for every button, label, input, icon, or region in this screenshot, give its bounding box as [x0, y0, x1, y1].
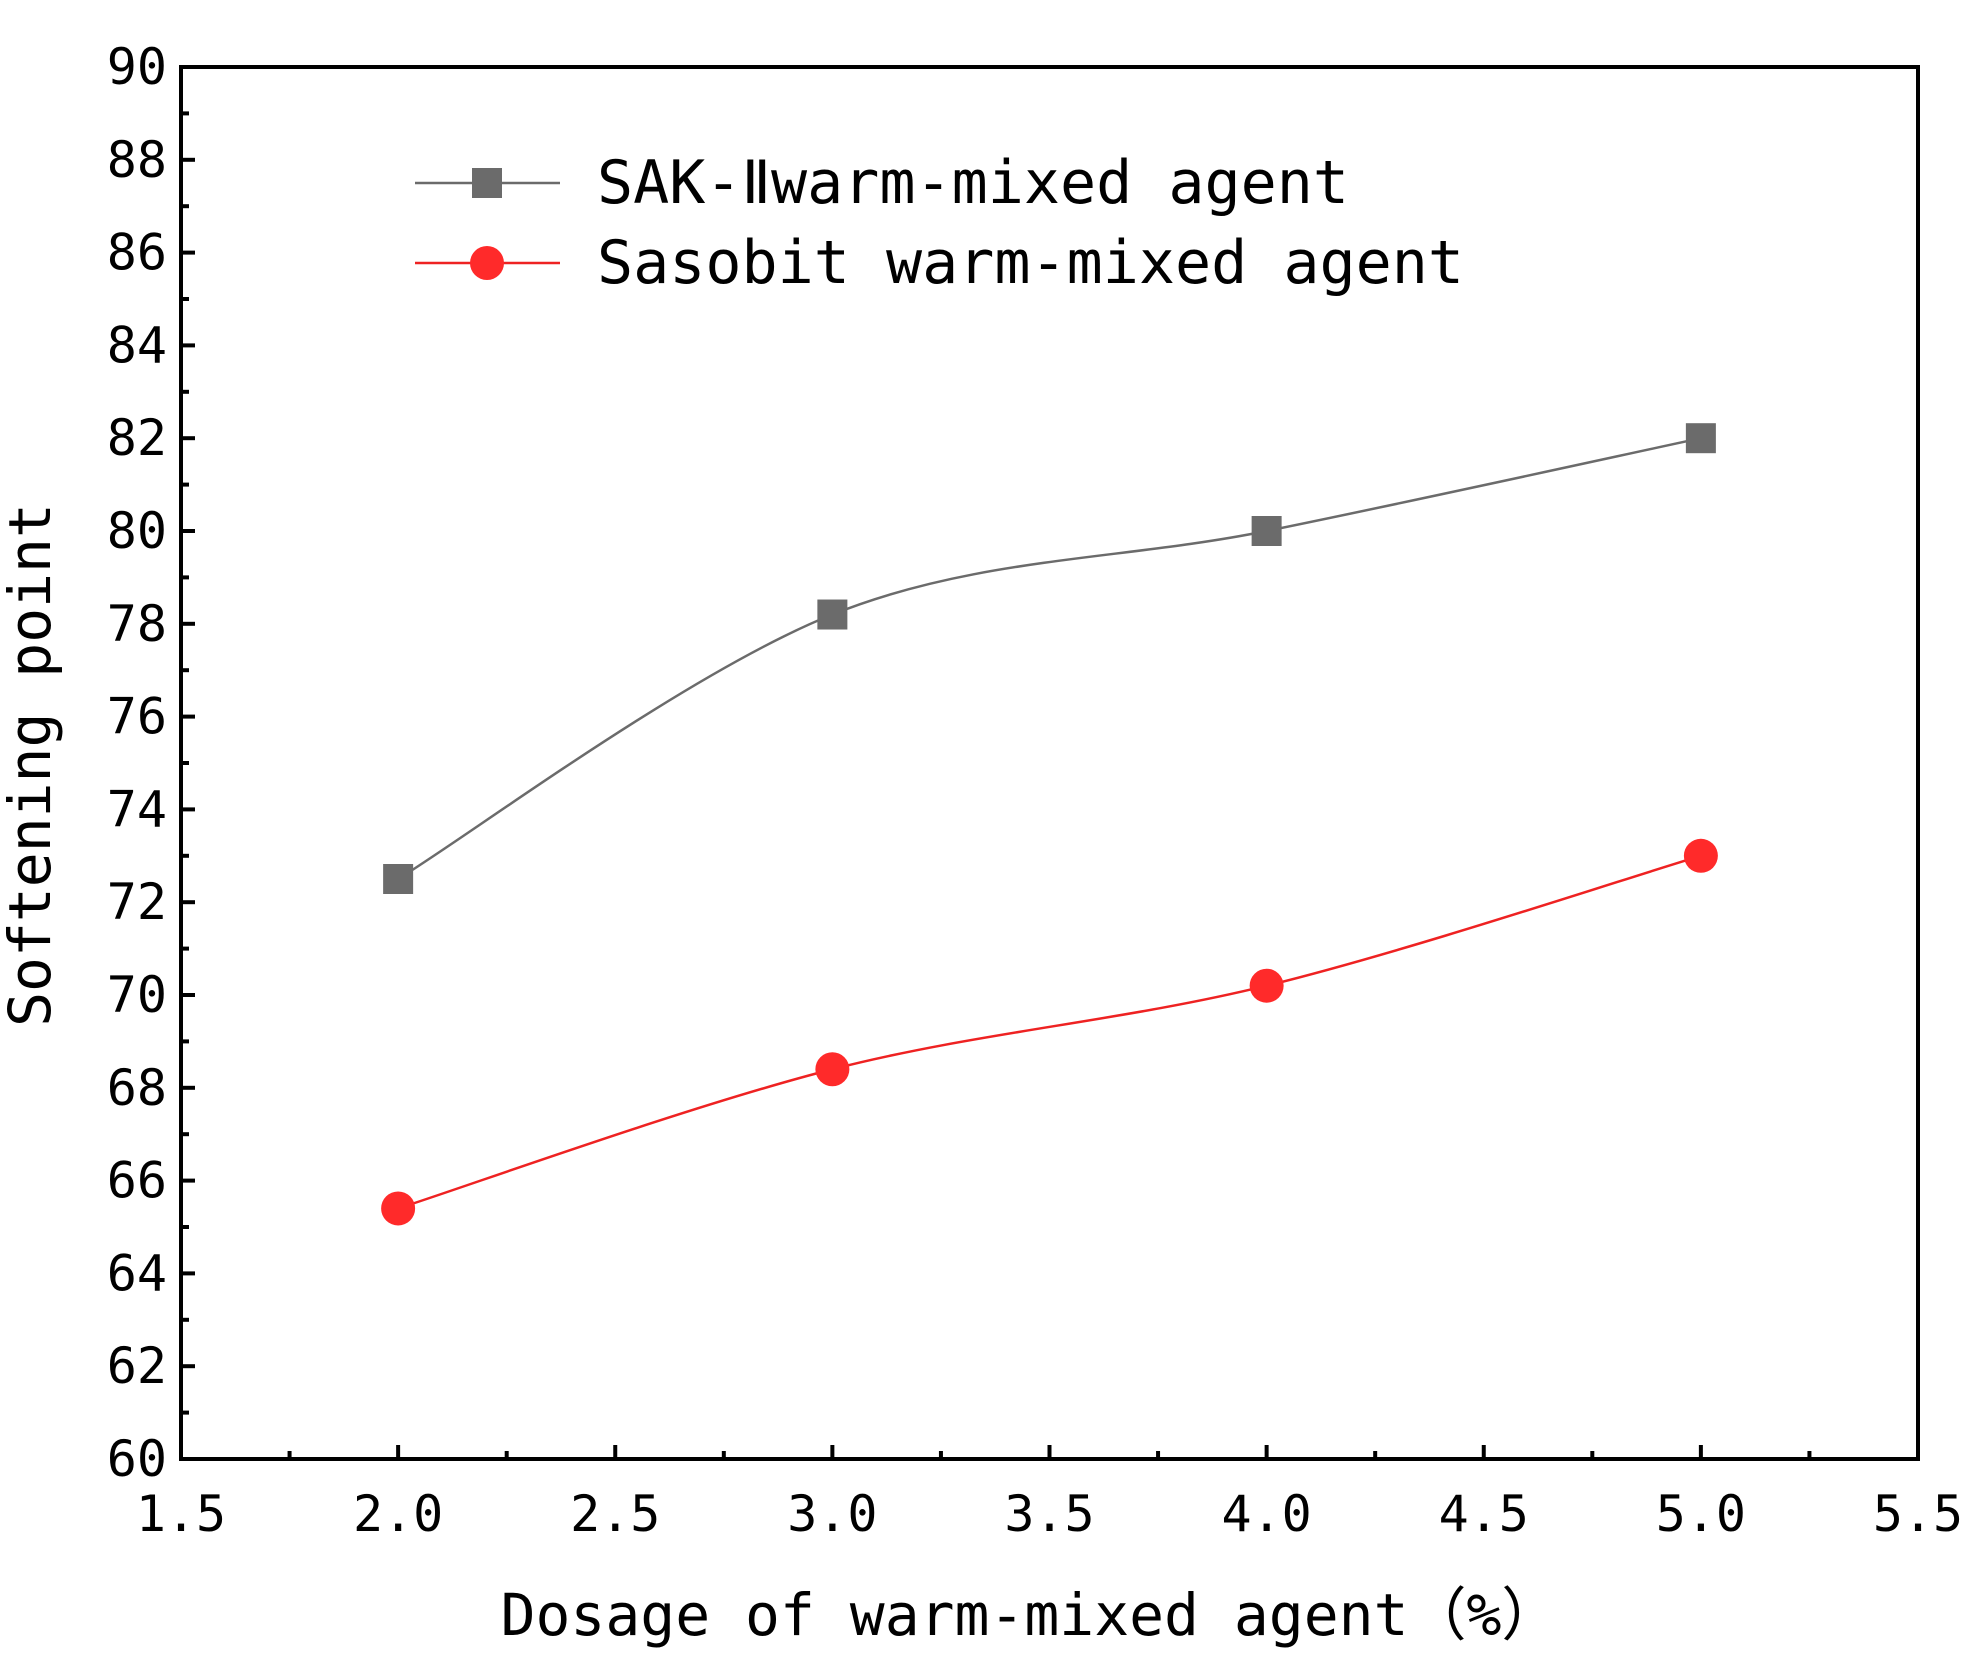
y-tick-label: 70 [107, 966, 167, 1024]
x-tick-label: 5.0 [1656, 1485, 1746, 1543]
x-tick-label: 4.0 [1221, 1485, 1311, 1543]
y-tick-label: 82 [107, 409, 167, 467]
y-tick-label: 88 [107, 131, 167, 189]
y-tick-label: 86 [107, 224, 167, 282]
y-tick-label: 90 [107, 38, 167, 96]
x-tick-label: 2.0 [353, 1485, 443, 1543]
x-tick-label: 2.5 [570, 1485, 660, 1543]
y-axis-title: Softening point [0, 503, 64, 1027]
series-line-2 [397, 854, 1702, 1210]
y-tick-label: 66 [107, 1152, 167, 1210]
legend: SAK-Ⅱwarm-mixed agent Sasobit warm-mixed … [415, 148, 1464, 298]
legend-label-2: Sasobit warm-mixed agent [597, 228, 1464, 298]
data-point-series-2 [815, 1052, 850, 1087]
x-tick-label: 4.5 [1439, 1485, 1529, 1543]
data-point-series-1 [817, 599, 848, 630]
data-point-series-1 [1251, 516, 1282, 546]
axis-layer: 1.5 2.0 2.5 3.0 3.5 4.0 4.5 5.0 5.5 60 62 64 66 68 70 7… [107, 38, 1963, 1543]
x-axis-title: Dosage of warm-mixed agent（%） [501, 1581, 1560, 1649]
y-tick-label: 74 [107, 780, 167, 838]
y-tick-label: 60 [107, 1430, 167, 1488]
x-tick-label: 1.5 [136, 1485, 226, 1543]
data-point-series-1 [1685, 423, 1716, 454]
series-line-1 [397, 436, 1702, 881]
data-point-series-2 [1249, 968, 1284, 1003]
legend-label-1: SAK-Ⅱwarm-mixed agent [597, 148, 1349, 218]
data-point-series-2 [1683, 838, 1718, 873]
y-tick-label: 68 [107, 1059, 167, 1117]
x-tick-label: 5.5 [1873, 1485, 1963, 1543]
data-point-series-2 [381, 1191, 416, 1226]
legend-marker-2 [470, 246, 504, 280]
y-tick-label: 84 [107, 316, 167, 374]
y-tick-label: 64 [107, 1244, 167, 1302]
y-tick-label: 72 [107, 873, 167, 931]
y-tick-label: 80 [107, 502, 167, 560]
data-point-series-1 [383, 864, 414, 894]
legend-marker-1 [472, 168, 502, 198]
x-tick-label: 3.0 [787, 1485, 877, 1543]
y-tick-label: 78 [107, 595, 167, 653]
x-tick-label: 3.5 [1004, 1485, 1094, 1543]
series-layer [381, 423, 1718, 1226]
y-tick-label: 76 [107, 688, 167, 746]
y-tick-label: 62 [107, 1337, 167, 1395]
